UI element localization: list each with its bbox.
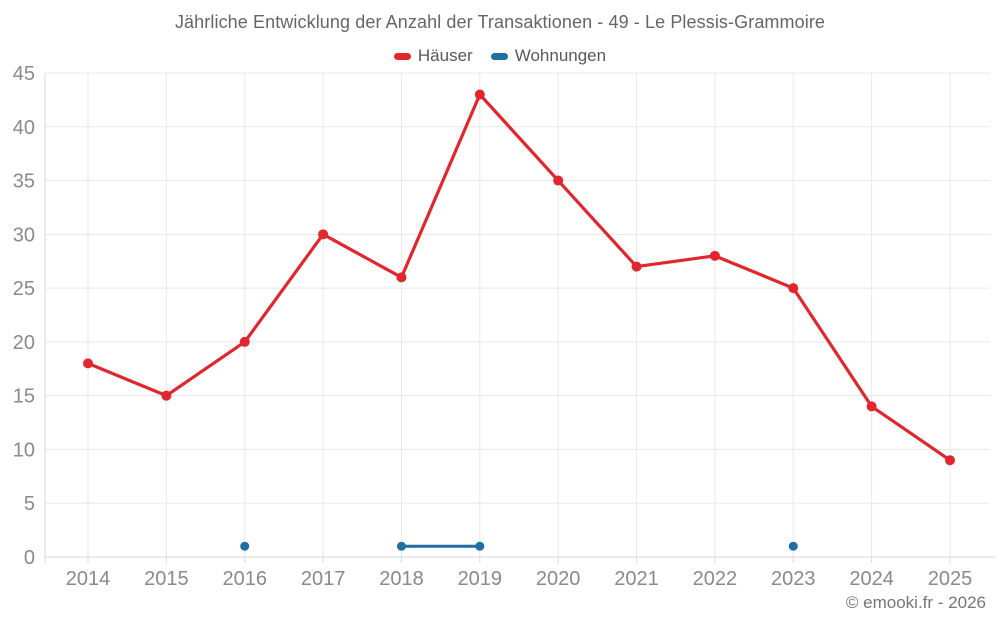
x-axis-tick-label: 2025 [928,568,973,590]
legend-label-haeuser: Häuser [417,46,473,65]
x-axis-tick-label: 2014 [66,568,111,590]
series-line-0 [86,92,952,462]
x-axis-tick-label: 2023 [771,568,816,590]
data-point-Wohnungen-2023[interactable] [788,541,798,551]
x-axis-tick-label: 2016 [222,568,267,590]
y-axis-tick-label: 45 [13,63,35,85]
y-axis-tick-label: 10 [13,439,35,461]
y-axis-tick-label: 35 [13,171,35,193]
data-point-Häuser-2022[interactable] [709,250,720,261]
y-axis-tick-label: 0 [24,547,35,569]
data-point-Häuser-2025[interactable] [945,455,955,466]
y-axis-tick-label: 5 [24,493,35,515]
data-point-Wohnungen-2019[interactable] [475,541,485,551]
legend: Häuser Wohnungen [0,46,1000,66]
data-point-Häuser-2024[interactable] [866,401,877,412]
x-axis-tick-label: 2018 [379,568,424,590]
data-point-Häuser-2017[interactable] [318,229,329,240]
copyright: © emooki.fr - 2026 [845,593,986,612]
data-point-Häuser-2020[interactable] [553,175,564,186]
y-axis-tick-label: 40 [13,117,35,139]
data-point-Häuser-2018[interactable] [396,272,407,283]
x-axis-tick-label: 2024 [849,568,894,590]
x-axis-tick-label: 2020 [536,568,581,590]
data-point-Häuser-2019[interactable] [474,89,485,100]
data-point-Häuser-2015[interactable] [161,390,172,401]
data-point-Wohnungen-2018[interactable] [396,541,406,551]
x-axis-tick-label: 2021 [614,568,659,590]
x-axis-tick-label: 2015 [144,568,189,590]
legend-item-haeuser[interactable]: Häuser [393,46,473,66]
data-point-Häuser-2016[interactable] [239,336,250,347]
wohnungen-series-swatch-icon [490,52,508,60]
y-axis-tick-label: 20 [13,332,35,354]
haeuser-series-swatch-icon [393,52,411,60]
data-point-Häuser-2023[interactable] [788,283,799,294]
legend-item-wohnungen[interactable]: Wohnungen [490,46,607,66]
x-axis-tick-label: 2022 [693,568,738,590]
y-axis-tick-label: 30 [13,224,35,246]
y-axis-tick-label: 25 [13,278,35,300]
x-axis-tick-label: 2017 [301,568,346,590]
data-point-Häuser-2014[interactable] [83,358,93,369]
data-point-Häuser-2021[interactable] [631,261,642,272]
data-point-Wohnungen-2016[interactable] [240,541,250,551]
legend-label-wohnungen: Wohnungen [514,46,607,65]
chart-title: Jährliche Entwicklung der Anzahl der Tra… [174,12,826,32]
x-axis-tick-label: 2019 [458,568,503,590]
y-axis-tick-label: 15 [13,386,35,408]
